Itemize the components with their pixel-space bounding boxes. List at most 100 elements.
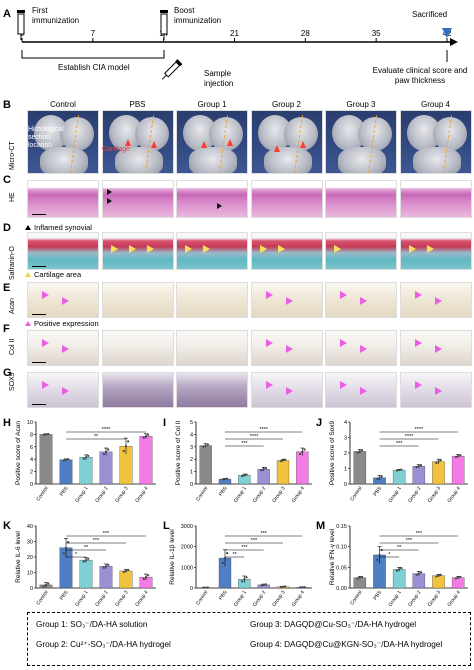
sig-label: *** [241,545,248,551]
y-tick-label: 5 [190,420,193,426]
bar [99,566,113,589]
cartilage-area-caption: Cartilage area [25,270,81,279]
bar [199,445,212,485]
damage-arrow-icon [124,139,131,146]
femur-condyle-right [358,117,392,151]
sox-tile [325,372,397,408]
positive-expression-caption-icon [25,321,31,326]
sig-label: * [75,552,78,558]
data-point [107,448,110,451]
sig-label: **** [102,427,111,433]
data-point [64,458,68,461]
saf-tile [27,232,99,270]
positive-expression-caption: Positive expression [25,319,99,328]
data-point [417,572,420,575]
column-header: PBS [129,100,146,109]
data-point [279,460,282,463]
he-tile [27,180,99,218]
bar [39,434,53,485]
data-point [281,585,285,588]
y-tick-label: 3 [190,445,193,451]
sig-label: **** [405,434,414,440]
y-tick-label: 0 [190,482,193,488]
y-tick-label: 1 [344,467,347,473]
data-point [245,576,248,579]
positive-marker-icon [340,381,347,389]
data-point [104,450,108,453]
data-point [380,475,383,478]
damage-arrow-icon [273,145,280,152]
microct-tile [325,110,397,174]
cartilage-marker-icon [203,245,210,253]
sig-label: ** [84,545,89,551]
panel-label-a: A [3,8,11,20]
data-point [439,573,442,576]
y-tick-label: 30 [27,540,33,546]
y-tick-label: 0.15 [336,524,347,530]
femur-condyle-right [209,117,243,151]
tibia-plateau [338,147,386,173]
x-tick-label: Group 2 [94,486,109,504]
data-point [142,436,145,439]
data-point [223,477,227,481]
y-axis-label: Positive score of Acan [15,421,22,485]
timeline-svg: 071421283542 [17,10,458,80]
x-tick-label: Group 3 [271,486,286,504]
legend-group-4: Group 4: DAGQD@Cu@KGN-SO₃⁻/DA-HA hydroge… [250,640,443,649]
data-point [376,478,379,481]
panel-label-l: L [163,520,170,532]
sig-label: ** [94,434,99,440]
data-point [398,468,401,472]
bar [139,436,153,485]
x-tick-label: Control [35,590,49,607]
data-point [279,585,282,589]
positive-marker-icon [414,339,422,347]
sig-label: *** [416,531,423,537]
panel-label-m: M [316,520,326,532]
positive-marker-icon [62,297,69,305]
col2-tile [176,330,248,366]
x-tick-label: Group 1 [74,486,89,504]
acan-tile [250,282,323,318]
positive-marker-icon [265,339,273,347]
data-point [284,458,287,461]
data-point [395,469,399,472]
legend-group-2: Group 2: Cu²⁺-SO₃⁻/DA-HA hydrogel [36,640,171,649]
sig-label: *** [103,531,110,537]
data-point [47,582,50,585]
cartilage-marker-icon [110,245,118,253]
data-point [107,563,110,567]
bar [412,573,426,589]
y-tick-label: 2 [344,451,347,457]
sig-label: *** [396,441,403,447]
sox-tile [176,372,248,408]
positive-marker-icon [414,381,422,389]
syringe-icon-boost [160,10,168,40]
data-point [84,456,88,459]
sig-label: ** [233,552,238,558]
positive-marker-icon [62,345,69,353]
bar [238,475,251,485]
data-point [415,573,418,576]
data-point [378,476,381,479]
chart-K: 0 10 20 30 40 Relative IL-6 level Control PBS Gr… [15,524,156,608]
x-tick-label: Group 4 [447,590,462,608]
positive-marker-icon [340,339,347,347]
scale-bar [32,314,46,316]
col2-tile [399,330,472,366]
data-point [439,459,442,462]
microct-tile [27,110,99,174]
he-tile [250,180,323,218]
cia-bracket [21,50,165,59]
y-tick-label: 4 [344,420,347,426]
damage-arrow-icon [227,139,233,146]
sig-label: *** [406,538,413,544]
data-point [241,580,244,583]
data-point [415,466,418,469]
column-header: Group 2 [272,100,301,109]
data-point [82,560,85,563]
data-point [44,433,48,436]
col2-tile [101,330,174,366]
sox-tile [250,372,323,408]
